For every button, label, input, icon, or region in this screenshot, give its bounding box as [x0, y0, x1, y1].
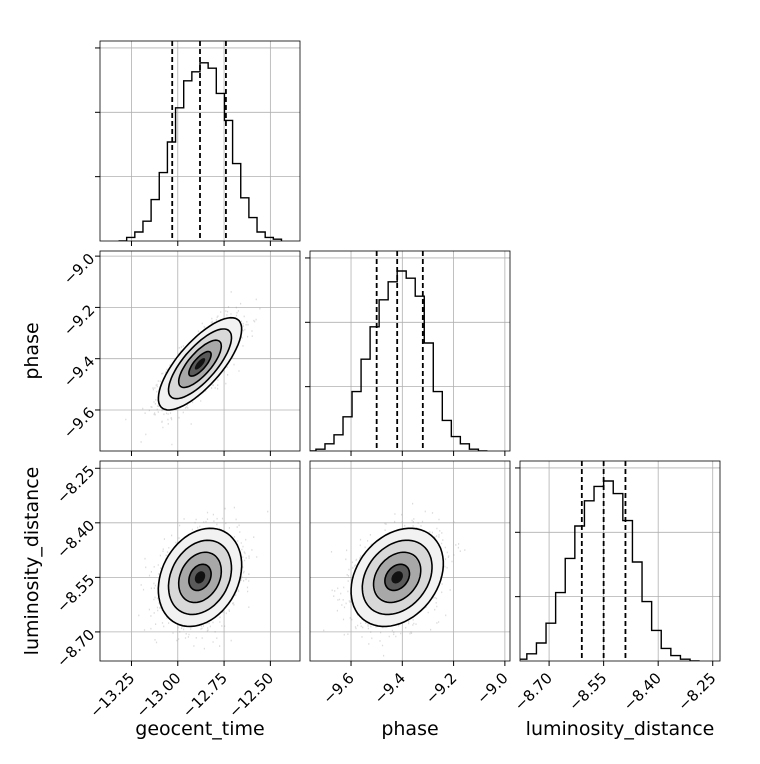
tick-label-x: −12.75: [179, 669, 231, 721]
tick-label-x: −12.50: [225, 669, 277, 721]
tick-label-x: −9.0: [473, 669, 511, 707]
contour-line: [177, 339, 223, 389]
tick-label-y: −8.25: [53, 462, 98, 507]
tick-label-y: −8.70: [53, 626, 98, 671]
axes-1-0: [95, 250, 301, 456]
contour-line: [167, 328, 233, 400]
contour-line: [350, 527, 445, 628]
contour-line: [384, 563, 411, 592]
contour-line: [157, 527, 243, 628]
axis-label-x: phase: [381, 718, 438, 740]
tick-label-x: −9.4: [371, 669, 409, 707]
axes-frame: [519, 460, 721, 662]
tick-label-y: −9.2: [60, 301, 98, 339]
axes-2-1: [309, 460, 511, 666]
hist-panel-geocent_time: [95, 40, 301, 246]
axis-label-y: phase: [21, 322, 43, 379]
hist-panel-luminosity_distance: [515, 460, 721, 666]
axes-frame: [99, 250, 301, 452]
axes-frame: [99, 40, 301, 242]
tick-label-x: −8.25: [674, 669, 719, 714]
hist-panel-phase: [305, 250, 511, 456]
density-panel-phase-vs-geocent_time: [100, 251, 300, 451]
tick-label-y: −9.4: [60, 352, 98, 390]
tick-label-x: −9.6: [319, 669, 357, 707]
tick-label-x: −8.40: [620, 669, 665, 714]
tick-label-x: −13.00: [133, 669, 185, 721]
tick-label-y: −8.40: [53, 516, 98, 561]
tick-label-x: −13.25: [86, 669, 138, 721]
tick-label-x: −9.2: [422, 669, 460, 707]
tick-label-x: −8.70: [511, 669, 556, 714]
contour-line: [361, 539, 433, 616]
histogram-geocent_time: [118, 62, 283, 241]
tick-label-y: −8.55: [53, 571, 98, 616]
tick-label-y: −9.0: [60, 250, 98, 288]
density-panel-luminosity_distance-vs-phase: [310, 461, 510, 661]
density-fill: [391, 571, 403, 584]
contour-line: [157, 316, 243, 411]
tick-label-y: −9.6: [60, 404, 98, 442]
axis-label-x: geocent_time: [135, 718, 264, 740]
contour-line: [188, 563, 212, 592]
density-fill: [194, 358, 206, 370]
axes-frame: [309, 460, 511, 662]
axis-label-x: luminosity_distance: [526, 718, 715, 740]
contour-line: [167, 539, 233, 616]
contour-line: [177, 551, 223, 604]
contour-line: [188, 350, 212, 377]
contour-line: [372, 551, 422, 604]
density-fill: [194, 571, 206, 584]
axis-label-y: luminosity_distance: [21, 467, 43, 656]
axes-frame: [99, 460, 301, 662]
axes-2-0: [95, 460, 301, 666]
axes-frame: [309, 250, 511, 452]
histogram-luminosity_distance: [520, 480, 700, 661]
tick-label-x: −8.55: [565, 669, 610, 714]
density-panel-luminosity_distance-vs-geocent_time: [100, 461, 300, 661]
